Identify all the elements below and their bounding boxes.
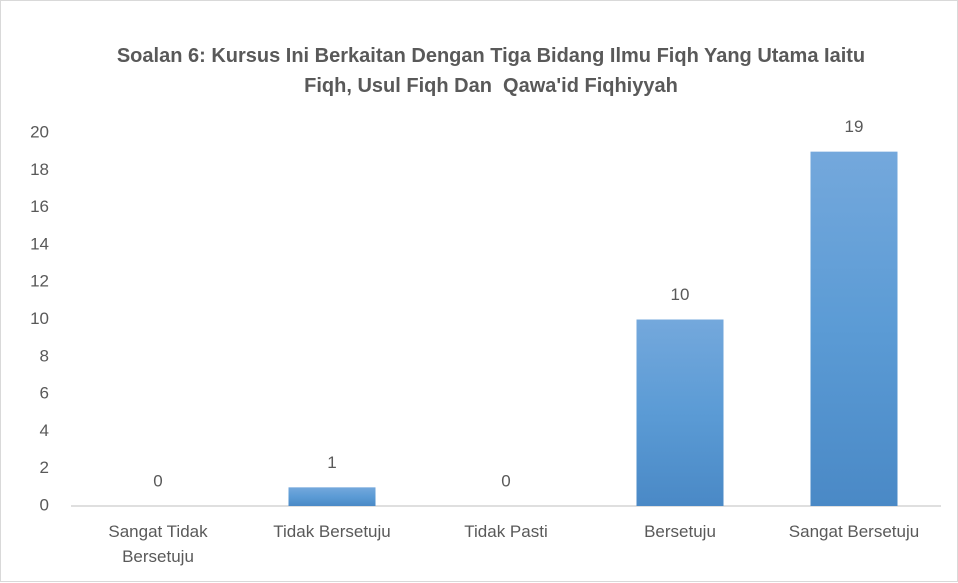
- x-tick-label: Tidak Bersetuju: [273, 522, 391, 541]
- bar: [810, 151, 898, 506]
- y-tick-label: 16: [30, 197, 49, 216]
- data-label: 0: [501, 471, 510, 490]
- data-label: 1: [327, 453, 336, 472]
- x-tick-label: Bersetuju: [644, 522, 716, 541]
- y-tick-label: 0: [40, 495, 49, 514]
- y-tick-label: 6: [40, 384, 49, 403]
- x-tick-label: Sangat Bersetuju: [788, 522, 920, 541]
- x-tick-label: Sangat Tidak Bersetuju: [108, 522, 208, 566]
- bar: [288, 487, 376, 506]
- x-tick-label: Tidak Pasti: [464, 522, 548, 541]
- y-tick-label: 10: [30, 309, 49, 328]
- y-tick-label: 2: [40, 458, 49, 477]
- y-tick-label: 4: [40, 421, 49, 440]
- chart-title: Soalan 6: Kursus Ini Berkaitan Dengan Ti…: [116, 45, 871, 97]
- y-tick-label: 14: [30, 234, 49, 253]
- data-label: 19: [845, 117, 864, 136]
- data-label: 0: [153, 471, 162, 490]
- y-tick-label: 20: [30, 122, 49, 141]
- bar: [636, 319, 724, 506]
- y-tick-label: 12: [30, 272, 49, 291]
- data-label: 10: [671, 285, 690, 304]
- y-tick-label: 18: [30, 160, 49, 179]
- y-tick-label: 8: [40, 346, 49, 365]
